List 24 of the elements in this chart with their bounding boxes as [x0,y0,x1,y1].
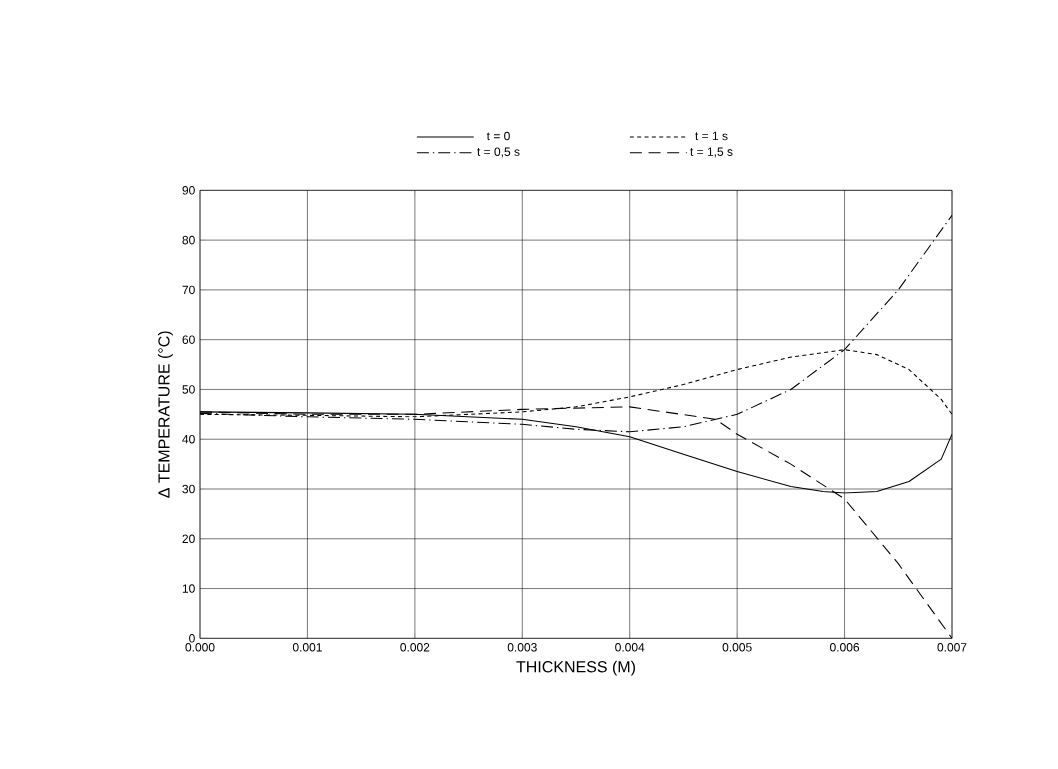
x-tick-label: 0.003 [507,643,537,652]
y-tick-label: 70 [182,285,195,295]
x-tick-label: 0.005 [722,643,752,652]
y-axis-title: Δ TEMPERATURE (°C) [157,331,173,498]
x-tick-label: 0.004 [615,643,645,652]
y-tick-label: 40 [182,434,195,444]
y-tick-label: 10 [182,584,195,593]
y-tick-label: 30 [182,484,195,494]
y-tick-label: 0 [189,634,195,643]
x-tick-label: 0.006 [830,643,860,652]
x-tick-label: 0.002 [400,643,430,652]
legend-label: t = 0 [486,131,510,141]
y-tick-label: 20 [182,534,195,544]
x-axis-title: THICKNESS (M) [516,660,635,676]
y-tick-label: 60 [182,335,195,344]
y-tick-label: 80 [182,235,195,245]
legend-label: t = 1 s [695,131,728,141]
x-tick-label: 0.007 [937,643,967,652]
legend-label: t = 1,5 s [690,147,733,158]
x-tick-label: 0.001 [292,643,322,652]
y-tick-label: 50 [182,385,195,394]
legend-label: t = 0,5 s [477,147,520,158]
x-tick-label: 0.000 [185,643,215,652]
y-tick-label: 90 [182,186,195,195]
